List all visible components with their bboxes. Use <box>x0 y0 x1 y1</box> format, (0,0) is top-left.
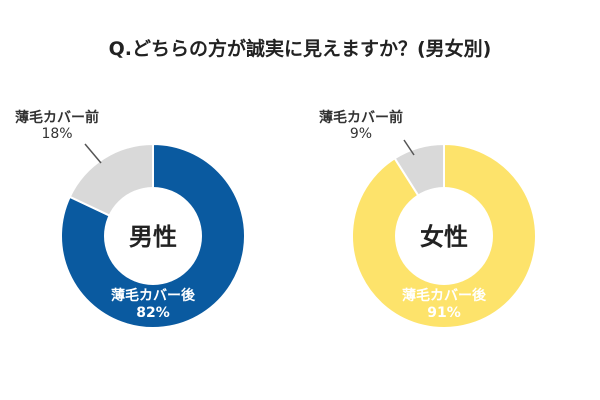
slice-value-female-after: 91% <box>427 305 461 321</box>
slice-value-male-before: 18% <box>41 126 72 142</box>
leader-line-female <box>403 139 415 156</box>
slice-label-female-before: 薄毛カバー前 <box>319 109 403 126</box>
slice-label-male-before: 薄毛カバー前 <box>15 109 99 126</box>
chart-title: Q.どちらの方が誠実に見えますか？(男女別) <box>109 37 492 60</box>
donut-slice-male-after <box>60 142 246 329</box>
donut-chart-male: 男性 薄毛カバー前 18% 薄毛カバー後 82% <box>15 109 246 329</box>
donut-hole-female <box>395 187 493 285</box>
donut-center-label-female: 女性 <box>420 223 468 251</box>
donut-center-label-male: 男性 <box>129 223 177 251</box>
slice-value-female-before: 9% <box>350 126 372 142</box>
donut-chart-female: 女性 薄毛カバー前 9% 薄毛カバー後 91% <box>319 109 537 329</box>
slice-label-female-after: 薄毛カバー後 <box>402 287 487 304</box>
donut-hole-male <box>104 187 202 285</box>
slice-label-male-after: 薄毛カバー後 <box>111 287 196 304</box>
slice-value-male-after: 82% <box>136 305 170 321</box>
leader-line-male <box>84 143 102 164</box>
